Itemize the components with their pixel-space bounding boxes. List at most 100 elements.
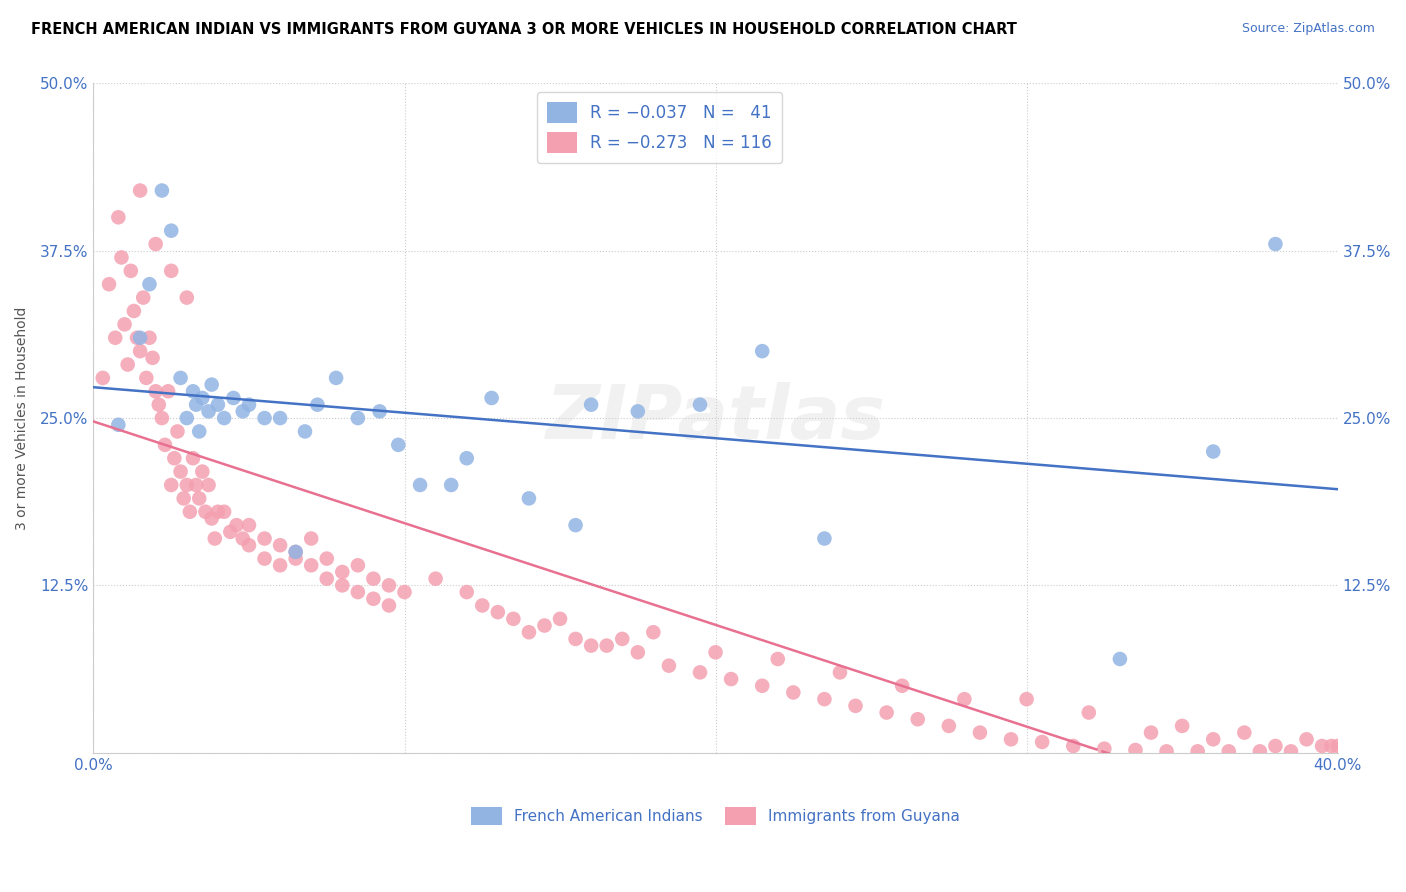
Text: ZIPatlas: ZIPatlas — [546, 382, 886, 455]
Point — [363, 572, 385, 586]
Point — [201, 511, 224, 525]
Point — [160, 264, 183, 278]
Point — [907, 712, 929, 726]
Point — [179, 505, 201, 519]
Point — [844, 698, 866, 713]
Point — [876, 706, 898, 720]
Point — [720, 672, 742, 686]
Point — [232, 404, 254, 418]
Point — [704, 645, 727, 659]
Point — [142, 351, 165, 365]
Point — [425, 572, 447, 586]
Point — [766, 652, 789, 666]
Point — [207, 505, 229, 519]
Point — [1077, 706, 1099, 720]
Point — [813, 532, 835, 546]
Point — [564, 632, 586, 646]
Point — [1202, 444, 1225, 458]
Point — [782, 685, 804, 699]
Point — [176, 291, 198, 305]
Point — [194, 505, 217, 519]
Point — [953, 692, 976, 706]
Point — [294, 425, 316, 439]
Point — [315, 572, 337, 586]
Point — [315, 551, 337, 566]
Point — [120, 264, 142, 278]
Point — [409, 478, 432, 492]
Point — [173, 491, 195, 506]
Point — [1140, 725, 1163, 739]
Point — [643, 625, 665, 640]
Point — [891, 679, 914, 693]
Point — [148, 398, 170, 412]
Point — [1092, 741, 1115, 756]
Point — [1000, 732, 1022, 747]
Point — [579, 398, 602, 412]
Point — [502, 612, 524, 626]
Point — [751, 344, 773, 359]
Point — [828, 665, 851, 680]
Point — [813, 692, 835, 706]
Point — [689, 665, 711, 680]
Point — [347, 558, 370, 573]
Point — [160, 478, 183, 492]
Point — [181, 384, 204, 399]
Point — [207, 398, 229, 412]
Point — [138, 331, 160, 345]
Point — [387, 438, 409, 452]
Point — [269, 538, 291, 552]
Point — [114, 318, 136, 332]
Point — [188, 491, 211, 506]
Point — [1171, 719, 1194, 733]
Point — [269, 558, 291, 573]
Point — [253, 411, 276, 425]
Point — [612, 632, 634, 646]
Point — [225, 518, 247, 533]
Text: Source: ZipAtlas.com: Source: ZipAtlas.com — [1241, 22, 1375, 36]
Point — [132, 291, 155, 305]
Point — [201, 377, 224, 392]
Point — [107, 211, 129, 225]
Point — [197, 478, 219, 492]
Point — [1109, 652, 1132, 666]
Point — [517, 491, 540, 506]
Point — [153, 438, 176, 452]
Point — [1062, 739, 1084, 753]
Point — [212, 505, 235, 519]
Point — [378, 578, 401, 592]
Point — [627, 645, 650, 659]
Y-axis label: 3 or more Vehicles in Household: 3 or more Vehicles in Household — [15, 306, 30, 530]
Point — [176, 411, 198, 425]
Point — [394, 585, 416, 599]
Point — [533, 618, 555, 632]
Point — [184, 398, 207, 412]
Point — [284, 551, 307, 566]
Point — [145, 237, 167, 252]
Point — [191, 391, 214, 405]
Point — [517, 625, 540, 640]
Point — [150, 184, 173, 198]
Point — [1218, 744, 1240, 758]
Point — [169, 465, 191, 479]
Point — [184, 478, 207, 492]
Point — [471, 599, 494, 613]
Point — [212, 411, 235, 425]
Point — [222, 391, 245, 405]
Point — [579, 639, 602, 653]
Point — [1326, 739, 1348, 753]
Point — [269, 411, 291, 425]
Point — [191, 465, 214, 479]
Point — [689, 398, 711, 412]
Legend: French American Indians, Immigrants from Guyana: French American Indians, Immigrants from… — [465, 800, 966, 831]
Point — [122, 304, 145, 318]
Point — [253, 551, 276, 566]
Point — [117, 358, 139, 372]
Point — [1279, 744, 1302, 758]
Point — [129, 331, 152, 345]
Point — [564, 518, 586, 533]
Point — [91, 371, 114, 385]
Point — [1310, 739, 1333, 753]
Point — [284, 545, 307, 559]
Point — [1125, 743, 1147, 757]
Point — [125, 331, 148, 345]
